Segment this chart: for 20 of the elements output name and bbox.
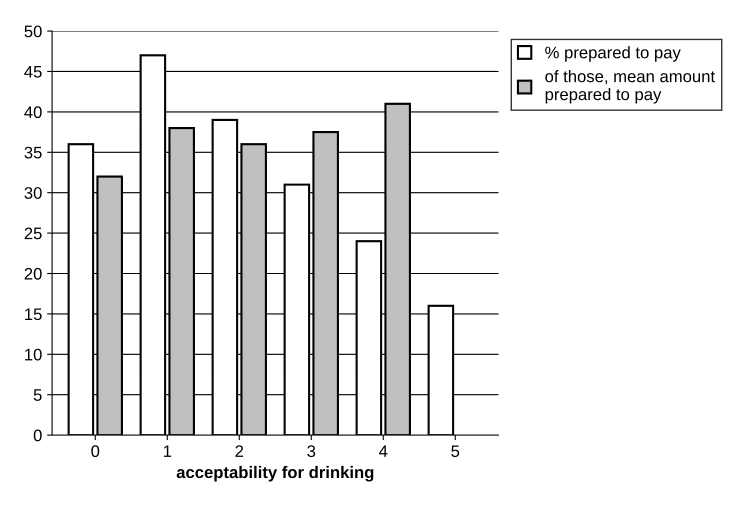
x-tick-label: 2 — [235, 445, 244, 457]
y-tick-label: 45 — [24, 66, 42, 78]
y-tick-label: 10 — [25, 348, 42, 361]
x-tick-label: 4 — [379, 445, 388, 457]
y-tick-label: 20 — [24, 268, 42, 280]
x-tick-label: 1 — [164, 445, 172, 457]
x-tick-label: 3 — [307, 445, 316, 458]
x-axis-title: acceptability for drinking — [176, 466, 374, 482]
y-tick-label: 5 — [34, 389, 42, 401]
y-tick-label: 30 — [24, 187, 42, 199]
x-tick-label: 5 — [451, 445, 460, 458]
legend-label: of those, mean amount prepared to pay — [545, 70, 715, 104]
y-tick-label: 15 — [25, 308, 42, 320]
y-tick-label: 25 — [24, 228, 42, 240]
legend-label: % prepared to pay — [545, 46, 681, 62]
y-tick-label: 35 — [24, 146, 42, 158]
y-tick-label: 50 — [24, 25, 42, 38]
y-tick-label: 0 — [34, 430, 42, 442]
x-tick-label: 0 — [91, 445, 100, 458]
y-tick-label: 40 — [24, 106, 42, 118]
